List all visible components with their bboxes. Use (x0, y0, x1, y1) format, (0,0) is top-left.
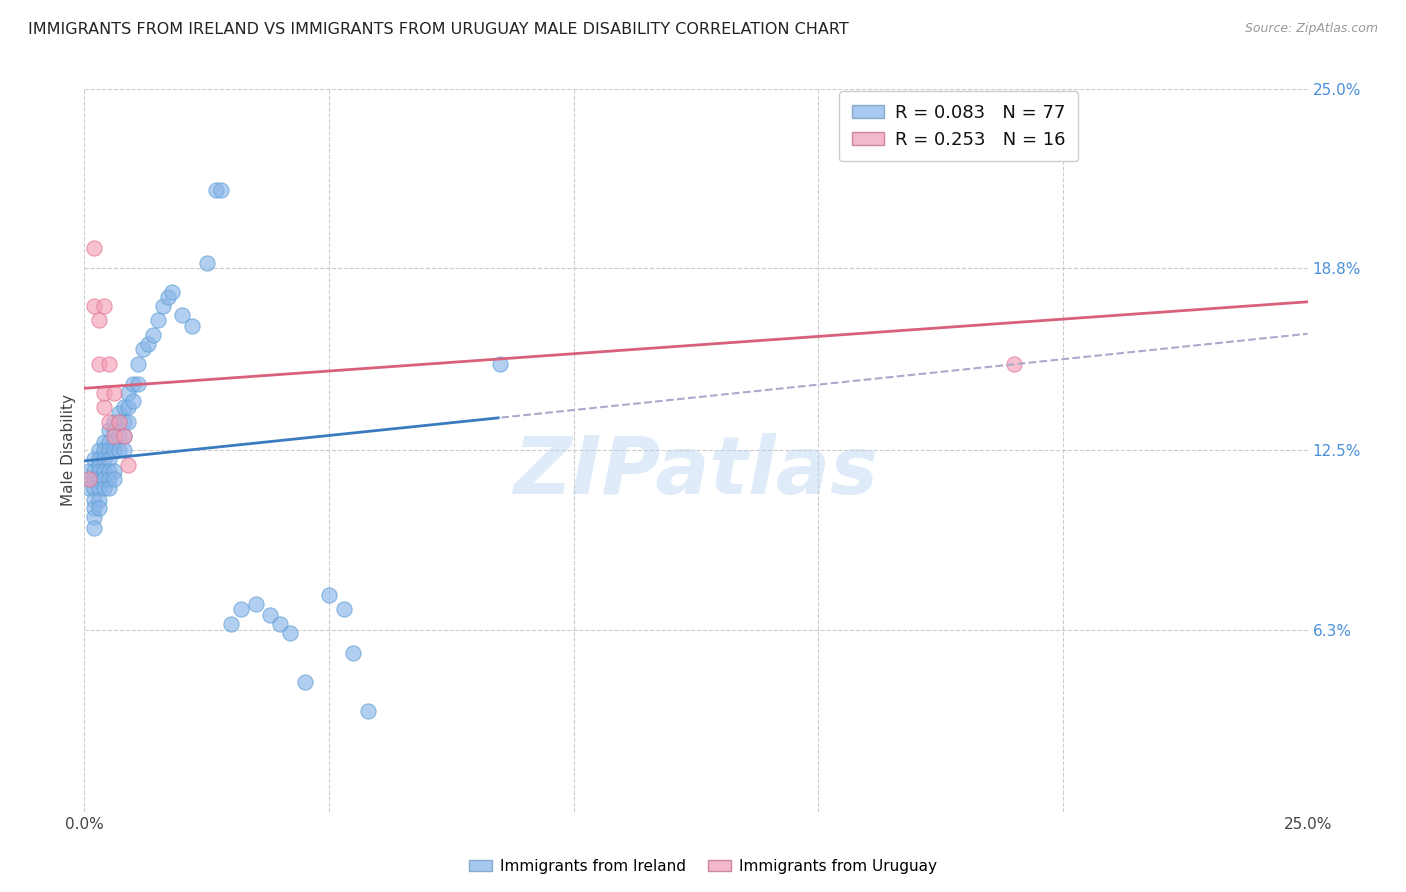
Point (77, 472, 100, 486)
Point (97, 464, 120, 478)
Point (83, 492, 105, 507)
Point (117, 400, 139, 414)
Point (83, 481, 105, 495)
Point (93, 443, 115, 458)
Point (103, 472, 125, 486)
Point (103, 464, 125, 478)
Point (117, 385, 139, 400)
Point (93, 464, 115, 478)
Point (87, 458, 110, 472)
Point (93, 385, 115, 400)
Point (87, 481, 110, 495)
Point (97, 472, 120, 486)
Point (83, 472, 105, 486)
Point (97, 434, 120, 449)
Point (103, 423, 125, 437)
Legend: Immigrants from Ireland, Immigrants from Uruguay: Immigrants from Ireland, Immigrants from… (463, 853, 943, 880)
Point (117, 458, 139, 472)
Point (83, 464, 105, 478)
Point (83, 241, 105, 255)
Point (87, 492, 110, 507)
Point (93, 472, 115, 486)
Point (112, 443, 135, 458)
Point (122, 394, 145, 409)
Point (112, 429, 135, 443)
Point (127, 357, 149, 371)
Point (107, 429, 129, 443)
Point (103, 443, 125, 458)
Point (117, 415, 139, 429)
Point (97, 357, 120, 371)
Point (162, 285, 184, 299)
Point (122, 376, 145, 391)
Point (103, 434, 125, 449)
Text: IMMIGRANTS FROM IRELAND VS IMMIGRANTS FROM URUGUAY MALE DISABILITY CORRELATION C: IMMIGRANTS FROM IRELAND VS IMMIGRANTS FR… (28, 22, 849, 37)
Point (87, 501, 110, 516)
Point (112, 400, 135, 414)
Point (136, 336, 159, 351)
Point (97, 423, 120, 437)
Point (127, 376, 149, 391)
Point (259, 608, 281, 623)
Point (332, 602, 354, 616)
Point (103, 429, 125, 443)
Point (278, 625, 301, 640)
Point (103, 415, 125, 429)
Point (103, 385, 125, 400)
Legend: R = 0.083   N = 77, R = 0.253   N = 16: R = 0.083 N = 77, R = 0.253 N = 16 (839, 91, 1078, 161)
Point (357, 704, 380, 718)
Text: Source: ZipAtlas.com: Source: ZipAtlas.com (1244, 22, 1378, 36)
Point (156, 290, 179, 304)
Point (93, 299, 115, 313)
Point (87, 472, 110, 486)
Point (93, 481, 115, 495)
Point (83, 521, 105, 535)
Point (93, 452, 115, 467)
Point (107, 415, 129, 429)
Point (87, 357, 110, 371)
Point (294, 674, 316, 689)
Point (107, 406, 129, 420)
Point (181, 319, 204, 334)
Point (209, 183, 232, 197)
Point (87, 452, 110, 467)
Point (107, 415, 129, 429)
Point (87, 443, 110, 458)
Point (83, 452, 105, 467)
Point (146, 313, 169, 327)
Point (97, 481, 120, 495)
Point (152, 299, 174, 313)
Point (93, 400, 115, 414)
Point (195, 255, 218, 269)
Point (489, 357, 512, 371)
Point (87, 313, 110, 327)
Point (342, 646, 364, 660)
Point (83, 510, 105, 524)
Text: ZIPatlas: ZIPatlas (513, 434, 879, 511)
Point (172, 308, 194, 322)
Point (87, 464, 110, 478)
Point (97, 452, 120, 467)
Point (112, 429, 135, 443)
Point (83, 299, 105, 313)
Point (229, 602, 252, 616)
Point (269, 616, 291, 631)
Point (97, 415, 120, 429)
Point (97, 443, 120, 458)
Point (77, 464, 100, 478)
Point (132, 343, 155, 357)
Point (1002, 357, 1025, 371)
Point (205, 183, 228, 197)
Point (142, 327, 165, 342)
Point (83, 501, 105, 516)
Y-axis label: Male Disability: Male Disability (60, 394, 76, 507)
Point (318, 588, 340, 602)
Point (112, 415, 135, 429)
Point (219, 616, 242, 631)
Point (245, 597, 267, 611)
Point (107, 443, 129, 458)
Point (93, 434, 115, 449)
Point (77, 481, 100, 495)
Point (77, 472, 100, 486)
